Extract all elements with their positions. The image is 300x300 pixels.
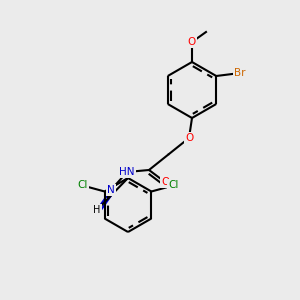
Text: HN: HN [119, 167, 135, 177]
Text: H: H [93, 205, 101, 215]
Text: O: O [185, 133, 193, 143]
Text: Br: Br [235, 68, 246, 78]
Text: O: O [188, 37, 196, 47]
Text: Cl: Cl [168, 181, 178, 190]
Text: O: O [161, 177, 169, 187]
Text: Cl: Cl [77, 181, 88, 190]
Text: N: N [107, 185, 115, 195]
